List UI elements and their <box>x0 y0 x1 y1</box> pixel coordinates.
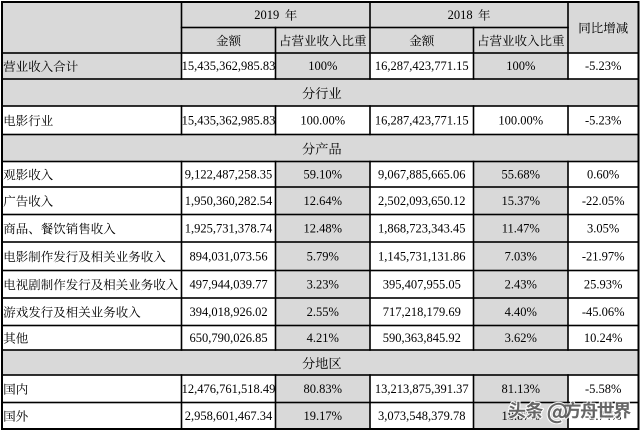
svg-text:-45.06%: -45.06% <box>582 305 625 319</box>
svg-text:10.24%: 10.24% <box>584 331 623 345</box>
svg-text:1,145,731,131.86: 1,145,731,131.86 <box>378 249 466 263</box>
svg-text:9,067,885,665.06: 9,067,885,665.06 <box>378 167 466 181</box>
svg-text:25.93%: 25.93% <box>584 277 623 291</box>
svg-text:3.23%: 3.23% <box>307 277 339 291</box>
svg-text:100%: 100% <box>506 59 535 73</box>
svg-text:59.10%: 59.10% <box>304 167 343 181</box>
svg-text:81.13%: 81.13% <box>502 382 541 396</box>
svg-text:16,287,423,771.15: 16,287,423,771.15 <box>375 113 469 127</box>
svg-text:2018: 2018 <box>448 8 473 22</box>
svg-text:394,018,926.02: 394,018,926.02 <box>189 305 267 319</box>
svg-text:717,218,179.69: 717,218,179.69 <box>383 305 461 319</box>
svg-text:3,073,548,379.78: 3,073,548,379.78 <box>378 409 466 423</box>
svg-text:5.79%: 5.79% <box>307 249 339 263</box>
svg-text:9,122,487,258.35: 9,122,487,258.35 <box>185 167 273 181</box>
svg-text:1,925,731,378.74: 1,925,731,378.74 <box>185 221 273 235</box>
svg-text:11.47%: 11.47% <box>502 221 540 235</box>
svg-text:13,213,875,391.37: 13,213,875,391.37 <box>375 382 469 396</box>
svg-text:80.83%: 80.83% <box>304 382 343 396</box>
svg-text:-5.23%: -5.23% <box>585 113 621 127</box>
svg-text:0.60%: 0.60% <box>587 167 619 181</box>
svg-text:3.62%: 3.62% <box>505 331 537 345</box>
svg-text:100.00%: 100.00% <box>498 113 543 127</box>
svg-text:497,944,039.77: 497,944,039.77 <box>189 277 267 291</box>
svg-text:4.21%: 4.21% <box>307 331 339 345</box>
svg-text:15.37%: 15.37% <box>502 194 541 208</box>
svg-text:19.17%: 19.17% <box>304 409 343 423</box>
svg-text:894,031,073.56: 894,031,073.56 <box>189 249 267 263</box>
svg-text:-5.23%: -5.23% <box>585 59 621 73</box>
svg-text:-5.58%: -5.58% <box>585 382 621 396</box>
svg-text:-22.05%: -22.05% <box>582 194 625 208</box>
svg-text:12.48%: 12.48% <box>304 221 343 235</box>
svg-text:16,287,423,771.15: 16,287,423,771.15 <box>375 59 469 73</box>
svg-text:1,868,723,343.45: 1,868,723,343.45 <box>378 221 466 235</box>
svg-text:2.43%: 2.43% <box>505 277 537 291</box>
svg-text:-21.97%: -21.97% <box>582 249 625 263</box>
svg-text:15,435,362,985.83: 15,435,362,985.83 <box>182 113 276 127</box>
svg-text:395,407,955.05: 395,407,955.05 <box>383 277 461 291</box>
svg-text:2.55%: 2.55% <box>307 305 339 319</box>
svg-text:15,435,362,985.83: 15,435,362,985.83 <box>182 59 276 73</box>
svg-text:4.40%: 4.40% <box>505 305 537 319</box>
svg-text:12,476,761,518.49: 12,476,761,518.49 <box>182 382 276 396</box>
svg-text:7.03%: 7.03% <box>505 249 537 263</box>
svg-text:100%: 100% <box>308 59 337 73</box>
svg-text:100.00%: 100.00% <box>300 113 345 127</box>
svg-text:590,363,845.92: 590,363,845.92 <box>383 331 461 345</box>
svg-text:55.68%: 55.68% <box>502 167 541 181</box>
svg-text:650,790,026.85: 650,790,026.85 <box>189 331 267 345</box>
svg-text:3.05%: 3.05% <box>587 221 619 235</box>
svg-text:2,502,093,650.12: 2,502,093,650.12 <box>378 194 466 208</box>
svg-text:2019: 2019 <box>254 8 279 22</box>
svg-text:2,958,601,467.34: 2,958,601,467.34 <box>185 409 273 423</box>
svg-text:1,950,360,282.54: 1,950,360,282.54 <box>185 194 273 208</box>
svg-text:12.64%: 12.64% <box>304 194 343 208</box>
